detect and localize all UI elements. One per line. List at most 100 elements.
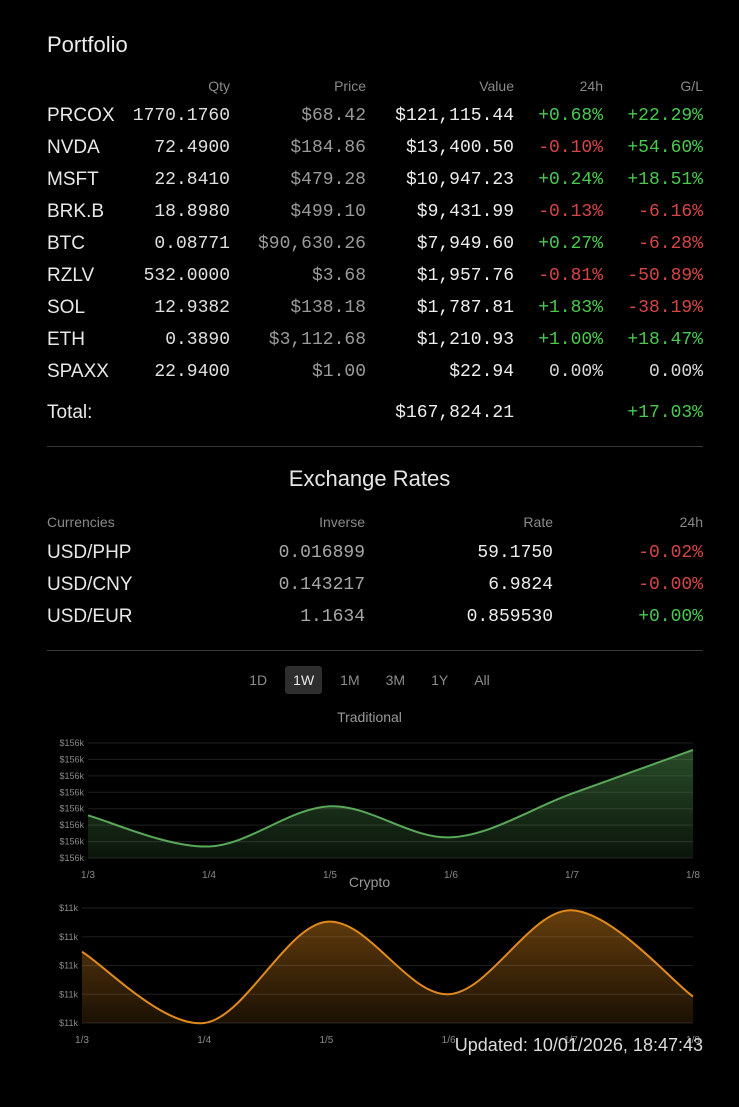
header-gl: G/L [680, 78, 703, 94]
holding-qty: 12.9382 [154, 298, 230, 318]
range-tab-3m[interactable]: 3M [385, 672, 406, 688]
header-price: Price [334, 78, 366, 94]
holding-row: MSFT 22.8410 $479.28 $10,947.23 +0.24% +18.51… [47, 164, 703, 196]
portfolio-table: Qty Price Value 24h G/L PRCOX 1770.1760 $6… [47, 72, 703, 438]
header-inverse: Inverse [319, 514, 365, 530]
holding-price: $3.68 [311, 266, 366, 286]
holding-24h-change: -0.13% [538, 202, 603, 222]
holding-row: SPAXX 22.9400 $1.00 $22.94 0.00% 0.00% [47, 356, 703, 388]
holding-qty: 1770.1760 [132, 106, 230, 126]
holding-24h-change: +0.24% [538, 170, 603, 190]
exchange-rates-table: Currencies Inverse Rate 24h USD/PHP 0.016… [47, 507, 703, 633]
range-selector: 1D 1W 1M 3M 1Y All [0, 666, 739, 694]
x-tick-label: 1/3 [81, 870, 95, 881]
holding-price: $184.86 [290, 138, 366, 158]
holding-qty: 72.4900 [154, 138, 230, 158]
traditional-chart: $156k $156k $156k $156k $156k $156k $156k $156k… [59, 738, 700, 881]
holding-24h-change: +0.68% [538, 106, 603, 126]
y-tick-label: $156k [59, 804, 84, 814]
holding-qty: 22.9400 [154, 362, 230, 382]
rate-value: 6.9824 [488, 575, 553, 595]
rate-inverse: 0.143217 [278, 575, 365, 595]
holding-gain-loss: +18.51% [627, 170, 703, 190]
y-tick-label: $156k [59, 771, 84, 781]
holding-price: $479.28 [290, 170, 366, 190]
y-tick-label: $156k [59, 837, 84, 847]
holding-qty: 0.3890 [165, 330, 230, 350]
holding-gain-loss: +22.29% [627, 106, 703, 126]
holding-qty: 22.8410 [154, 170, 230, 190]
x-tick-label: 1/4 [202, 870, 216, 881]
exchange-rates-title: Exchange Rates [288, 466, 451, 491]
holding-24h-change: 0.00% [548, 362, 603, 382]
header-rate: Rate [523, 514, 553, 530]
holding-row: BRK.B 18.8980 $499.10 $9,431.99 -0.13% -6.16% [47, 196, 703, 228]
holding-symbol: NVDA [47, 137, 100, 158]
rate-inverse: 1.1634 [300, 607, 365, 627]
x-tick-label: 1/6 [442, 1035, 456, 1046]
rate-24h-change: -0.00% [638, 575, 703, 595]
x-tick-label: 1/8 [686, 870, 700, 881]
series-area [88, 749, 693, 858]
holding-24h-change: -0.81% [538, 266, 603, 286]
holding-gain-loss: -6.28% [638, 234, 703, 254]
range-tab-all[interactable]: All [474, 672, 490, 688]
series-area [82, 910, 693, 1024]
header-rate-24h: 24h [679, 514, 703, 530]
section-divider [47, 650, 703, 651]
x-tick-label: 1/8 [686, 1035, 700, 1046]
holding-gain-loss: -6.16% [638, 202, 703, 222]
holding-24h-change: +1.83% [538, 298, 603, 318]
y-tick-label: $11k [59, 1018, 78, 1028]
y-tick-label: $156k [59, 787, 84, 797]
rate-value: 59.1750 [477, 543, 553, 563]
holding-value: $22.94 [449, 362, 514, 382]
rate-row: USD/EUR 1.1634 0.859530 +0.00% [47, 601, 703, 633]
holding-price: $3,112.68 [268, 330, 366, 350]
holding-symbol: SOL [47, 297, 86, 318]
holding-symbol: SPAXX [47, 361, 109, 382]
last-updated: Updated: 10/01/2026, 18:47:43 [454, 1035, 703, 1055]
holding-row: SOL 12.9382 $138.18 $1,787.81 +1.83% -38.19% [47, 292, 703, 324]
rate-24h-change: -0.02% [638, 543, 703, 563]
holding-qty: 0.08771 [154, 234, 230, 254]
crypto-chart-title: Crypto [348, 874, 391, 890]
y-tick-label: $11k [59, 961, 78, 971]
holding-symbol: MSFT [47, 169, 99, 190]
total-label: Total: [47, 402, 93, 423]
holding-row: BTC 0.08771 $90,630.26 $7,949.60 +0.27% -6.28… [47, 228, 703, 260]
range-tab-1w[interactable]: 1W [285, 666, 323, 694]
holding-value: $121,115.44 [395, 106, 514, 126]
header-symbol [47, 72, 119, 100]
holding-24h-change: -0.10% [538, 138, 603, 158]
holding-symbol: PRCOX [47, 105, 115, 126]
header-currencies: Currencies [47, 514, 115, 530]
holding-row: PRCOX 1770.1760 $68.42 $121,115.44 +0.68% +22… [47, 100, 703, 132]
y-tick-label: $156k [59, 820, 84, 830]
section-divider [47, 446, 703, 447]
x-tick-label: 1/4 [197, 1035, 211, 1046]
currency-pair: USD/CNY [47, 574, 133, 595]
holding-price: $138.18 [290, 298, 366, 318]
holding-gain-loss: +18.47% [627, 330, 703, 350]
holding-value: $1,787.81 [416, 298, 514, 318]
x-tick-label: 1/7 [564, 1035, 578, 1046]
y-tick-label: $156k [59, 853, 84, 863]
holding-gain-loss: -50.89% [627, 266, 703, 286]
holding-row: RZLV 532.0000 $3.68 $1,957.76 -0.81% -50.89% [47, 260, 703, 292]
range-tab-1y[interactable]: 1Y [431, 672, 449, 688]
portfolio-header-row: Qty Price Value 24h G/L [47, 72, 703, 100]
total-gl: +17.03% [627, 403, 703, 423]
holding-qty: 18.8980 [154, 202, 230, 222]
y-tick-label: $156k [59, 754, 84, 764]
x-tick-label: 1/3 [75, 1035, 89, 1046]
range-tab-1d[interactable]: 1D [249, 672, 268, 688]
holding-price: $68.42 [301, 106, 366, 126]
header-qty: Qty [208, 78, 230, 94]
range-tab-1m[interactable]: 1M [340, 672, 360, 688]
holding-qty: 532.0000 [143, 266, 230, 286]
holding-gain-loss: +54.60% [627, 138, 703, 158]
x-tick-label: 1/7 [565, 870, 579, 881]
holding-row: ETH 0.3890 $3,112.68 $1,210.93 +1.00% +18.47% [47, 324, 703, 356]
y-tick-label: $156k [59, 738, 84, 748]
